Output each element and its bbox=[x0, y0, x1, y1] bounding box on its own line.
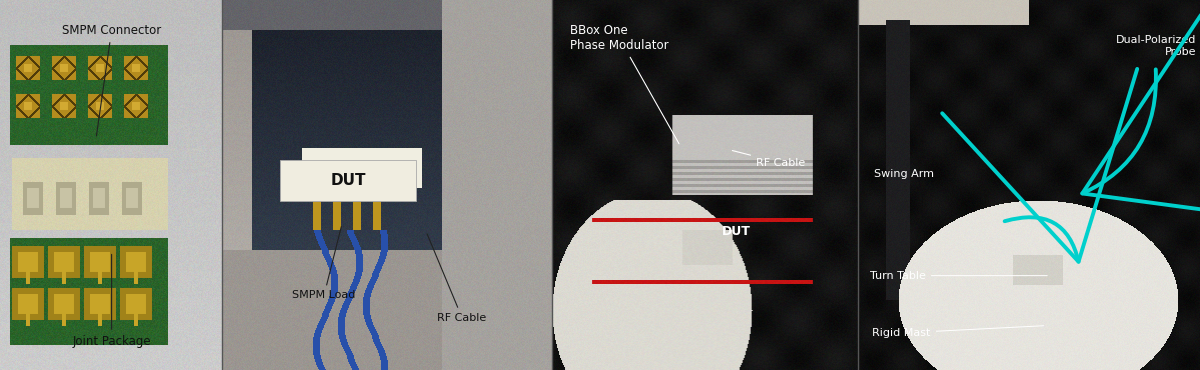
FancyArrowPatch shape bbox=[1082, 0, 1200, 225]
Text: DUT: DUT bbox=[330, 173, 366, 188]
Text: Turn Table: Turn Table bbox=[870, 270, 1048, 281]
Text: RF Cable: RF Cable bbox=[427, 234, 487, 323]
Text: RF Cable: RF Cable bbox=[732, 151, 805, 168]
Text: DUT: DUT bbox=[722, 225, 751, 238]
Text: SMPM Load: SMPM Load bbox=[293, 226, 355, 300]
FancyBboxPatch shape bbox=[280, 160, 416, 201]
Text: Rigid Mast: Rigid Mast bbox=[872, 326, 1044, 338]
Text: BBox One
Phase Modulator: BBox One Phase Modulator bbox=[570, 24, 679, 144]
Text: Joint Package: Joint Package bbox=[72, 255, 151, 348]
FancyArrowPatch shape bbox=[942, 69, 1138, 262]
Text: SMPM Connector: SMPM Connector bbox=[62, 24, 161, 136]
Text: Dual-Polarized
Probe: Dual-Polarized Probe bbox=[1116, 35, 1196, 57]
Text: Swing Arm: Swing Arm bbox=[874, 169, 934, 179]
